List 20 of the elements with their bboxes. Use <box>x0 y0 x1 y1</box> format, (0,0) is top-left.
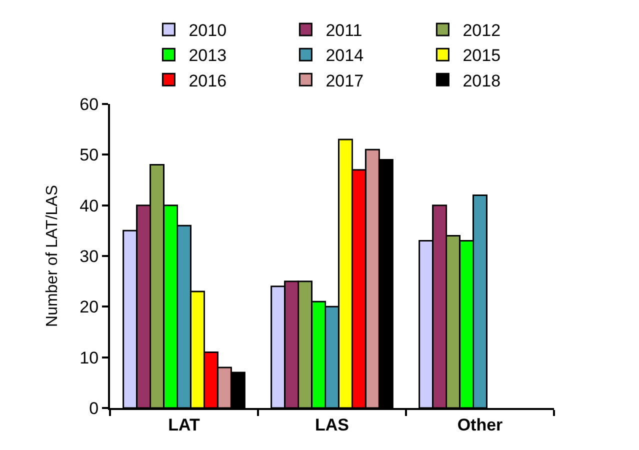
x-tick-label: LAS <box>315 415 349 434</box>
x-tick-label: LAT <box>168 415 200 434</box>
legend-label: 2014 <box>326 46 364 66</box>
legend-label: 2018 <box>462 71 501 90</box>
legend-label: 2012 <box>462 21 501 40</box>
y-tick-label: 10 <box>80 348 99 368</box>
legend-label: 2015 <box>462 46 501 66</box>
legend-label: 2016 <box>188 71 227 90</box>
legend-label: 2010 <box>188 21 227 40</box>
y-tick-label: 0 <box>89 398 99 418</box>
y-tick-label: 40 <box>80 196 99 216</box>
y-axis-title: Number of LAT/LAS <box>44 185 62 327</box>
x-tick-label: Other <box>457 415 504 434</box>
y-tick-label: 50 <box>80 146 99 165</box>
y-tick-label: 30 <box>80 246 99 266</box>
legend-label: 2011 <box>326 21 362 40</box>
legend-label: 2017 <box>326 71 364 90</box>
y-tick-label: 20 <box>80 298 99 317</box>
legend-label: 2013 <box>188 46 227 66</box>
y-tick-label: 60 <box>80 94 99 114</box>
